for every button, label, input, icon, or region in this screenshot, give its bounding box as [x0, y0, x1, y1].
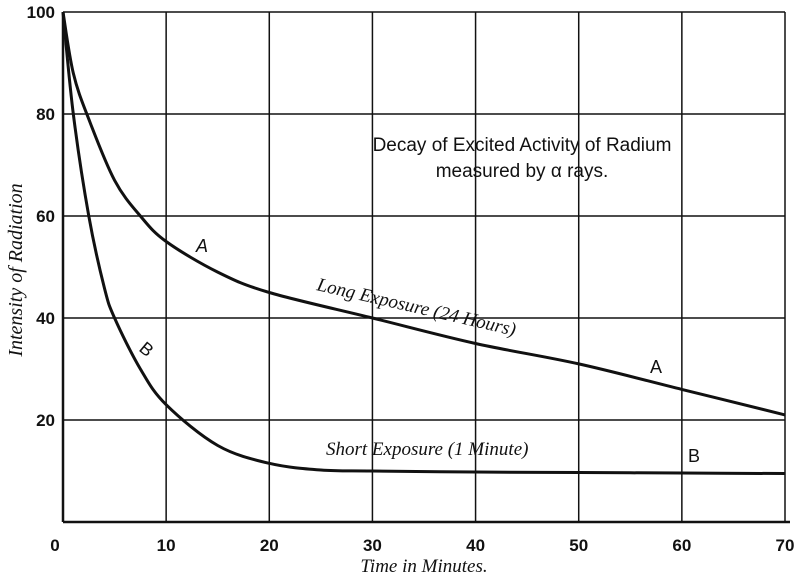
y-tick-label: 60 [36, 207, 55, 226]
y-tick-label: 80 [36, 105, 55, 124]
y-tick-label: 40 [36, 309, 55, 328]
y-axis-label: Intensity of Radiation [5, 183, 27, 357]
series-b-name: Short Exposure (1 Minute) [326, 439, 528, 460]
x-axis-label: Time in Minutes. [360, 556, 487, 577]
series-a-marker-1: A [195, 236, 208, 256]
series-a-curve [61, 11, 786, 417]
chart-title: Decay of Excited Activity of Radium [373, 135, 672, 156]
x-tick-label: 20 [260, 536, 279, 555]
x-tick-label: 0 [50, 536, 59, 555]
chart-subtitle: measured by α rays. [436, 161, 609, 182]
series-b-curve [61, 11, 786, 476]
x-tick-label: 50 [569, 536, 588, 555]
series-a-marker-2: A [650, 357, 662, 377]
series-b-marker-1: B [135, 338, 157, 361]
x-tick-label: 70 [776, 536, 795, 555]
y-tick-label: 20 [36, 411, 55, 430]
x-tick-label: 10 [157, 536, 176, 555]
x-tick-label: 40 [466, 536, 485, 555]
x-tick-label: 30 [363, 536, 382, 555]
series-b-marker-2: B [688, 446, 700, 466]
y-tick-label: 100 [27, 3, 55, 22]
series-a-name: Long Exposure (24 Hours) [314, 274, 518, 340]
x-tick-label: 60 [672, 536, 691, 555]
